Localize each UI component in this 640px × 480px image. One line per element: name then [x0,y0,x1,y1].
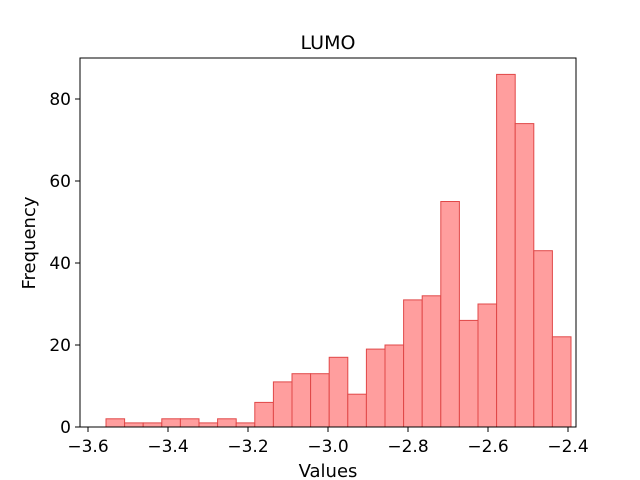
histogram-bar-17 [421,295,442,428]
histogram-bar-19 [458,319,479,428]
y-axis: 0 20 40 60 80 [49,90,80,438]
histogram-bar-24 [551,336,572,428]
histogram-bar-1 [124,422,144,428]
histogram-bar-3 [161,418,181,428]
plot-frame [79,57,577,428]
histogram-bar-5 [198,422,219,428]
histogram-bar-11 [310,373,330,428]
histogram-bar-9 [272,381,293,428]
x-tick-label-2: −3.2 [227,437,268,457]
histogram-bar-22 [514,123,535,428]
histogram-bar-2 [142,422,163,428]
histogram-bar-23 [533,250,553,428]
histogram-bar-14 [365,348,386,428]
y-tick-label-4: 80 [49,90,71,110]
histogram-bar-21 [496,73,516,428]
histogram-bar-7 [235,422,256,428]
y-axis-title: Frequency [19,196,40,289]
y-tick-label-2: 40 [49,254,71,274]
y-tick-label-0: 0 [60,418,71,438]
x-tick-label-4: −2.8 [387,437,428,457]
x-tick-label-0: −3.6 [67,437,108,457]
histogram-bar-15 [384,344,405,428]
x-tick-label-1: −3.4 [147,437,188,457]
histogram-bar-4 [179,418,200,428]
histogram-bar-6 [217,418,237,428]
x-axis: −3.6 −3.4 −3.2 −3.0 −2.8 −2.6 −2.4 [67,427,589,457]
histogram-bar-0 [105,418,126,428]
x-tick-label-5: −2.6 [467,437,508,457]
histogram-bar-13 [347,393,367,428]
x-axis-title: Values [299,461,358,480]
histogram-bar-8 [254,401,274,428]
chart-title: LUMO [301,32,356,54]
histogram-bar-18 [440,201,460,428]
histogram-bar-16 [403,299,423,428]
histogram-bar-12 [328,356,349,428]
x-tick-label-6: −2.4 [547,437,588,457]
histogram-bar-20 [477,303,498,428]
bars-group [105,73,572,428]
y-tick-label-1: 20 [49,336,71,356]
histogram-bar-10 [291,373,312,428]
x-tick-label-3: −3.0 [307,437,348,457]
y-tick-label-3: 60 [49,172,71,192]
